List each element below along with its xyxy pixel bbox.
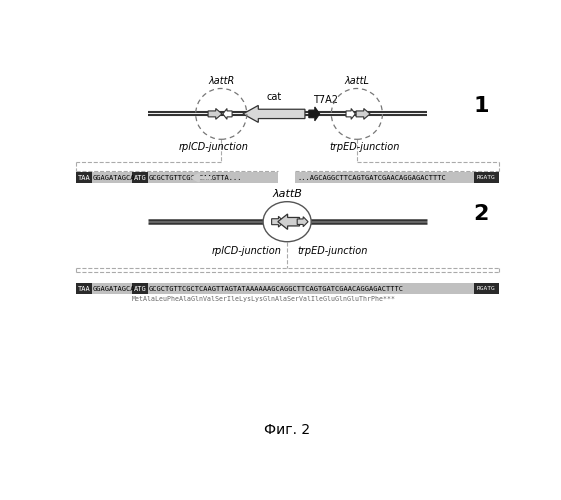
Text: GCGCTGTTCGCTCAAGTTA...: GCGCTGTTCGCTCAAGTTA... (149, 175, 242, 181)
Bar (132, 172, 148, 183)
Text: rplCD-junction: rplCD-junction (178, 142, 249, 152)
Text: 2: 2 (473, 204, 489, 224)
Text: trpED-junction: trpED-junction (329, 142, 400, 152)
Text: λattR: λattR (208, 76, 234, 86)
Polygon shape (297, 216, 308, 226)
Bar (295, 172, 499, 183)
Text: GCGCTGTTCGCTCAAGTTAGTATAAAAAAGCAGGCTTCAGTGATCGAACAGGAGACTTTC: GCGCTGTTCGCTCAAGTTAGTATAAAAAAGCAGGCTTCAG… (149, 286, 403, 292)
Bar (76, 172, 92, 183)
Text: RGATG: RGATG (477, 176, 496, 180)
Polygon shape (272, 216, 284, 227)
Text: ATG: ATG (134, 286, 146, 292)
Text: ...AGCAGGCTTCAGTGATCGAACAGGAGACTTTC: ...AGCAGGCTTCAGTGATCGAACAGGAGACTTTC (297, 175, 446, 181)
Text: λattB: λattB (272, 190, 302, 200)
Polygon shape (356, 108, 370, 120)
Polygon shape (346, 108, 355, 120)
Polygon shape (208, 108, 222, 120)
Ellipse shape (263, 202, 311, 241)
Text: RGATG: RGATG (477, 286, 496, 291)
Bar (474, 172, 499, 183)
Text: cat: cat (266, 92, 282, 102)
Text: Фиг. 2: Фиг. 2 (264, 422, 310, 436)
Bar (474, 284, 499, 294)
Text: TAA: TAA (78, 175, 90, 181)
Bar (76, 284, 92, 294)
Text: trpED-junction: trpED-junction (297, 246, 367, 256)
Text: 1: 1 (473, 96, 489, 116)
Polygon shape (223, 108, 232, 120)
Bar (76, 284, 499, 294)
Text: GGAGATAGCA: GGAGATAGCA (93, 286, 135, 292)
Text: T7A2: T7A2 (314, 94, 338, 104)
Text: ATG: ATG (134, 175, 146, 181)
Text: TAA: TAA (78, 286, 90, 292)
Text: rplCD-junction: rplCD-junction (212, 246, 282, 256)
Text: GGAGATAGCA: GGAGATAGCA (93, 175, 135, 181)
Bar (76, 172, 278, 183)
Text: MetAlaLeuPheAlaGlnValSerIleLysLysGlnAlaSerValIleGluGlnGluThrPhe***: MetAlaLeuPheAlaGlnValSerIleLysLysGlnAlaS… (132, 296, 396, 302)
Polygon shape (278, 214, 300, 230)
Polygon shape (243, 106, 305, 122)
Text: λattL: λattL (344, 76, 369, 86)
Polygon shape (309, 107, 320, 121)
Bar (132, 284, 148, 294)
